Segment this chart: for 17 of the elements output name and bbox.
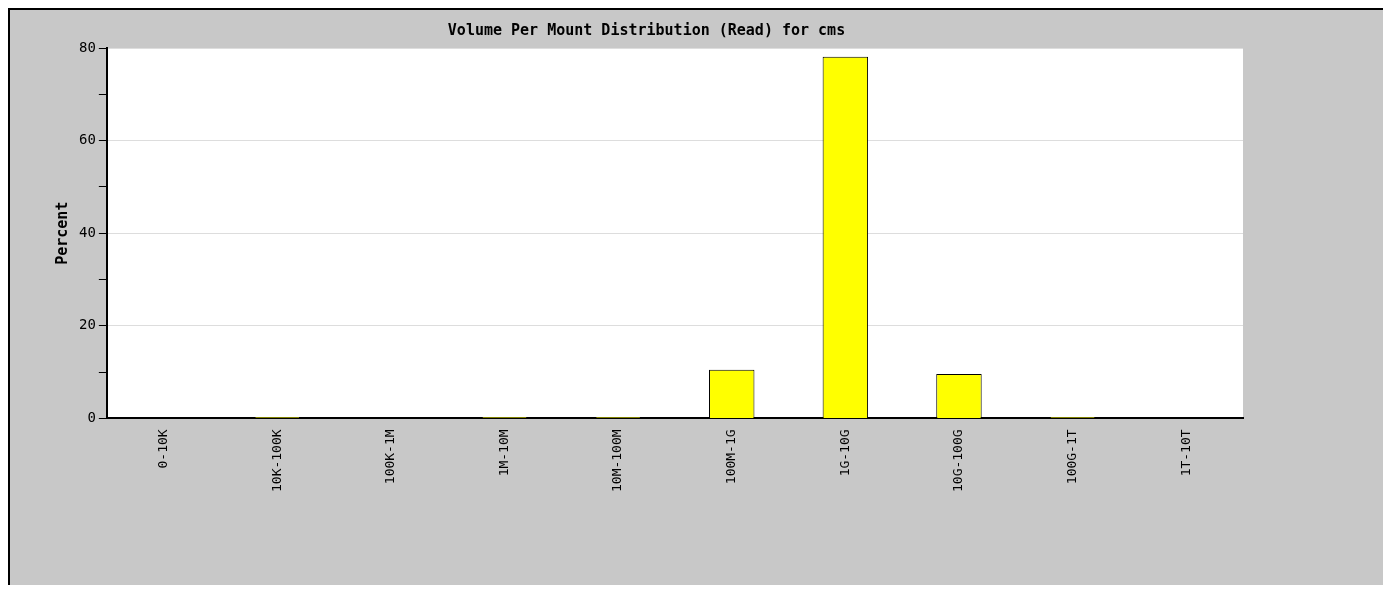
- y-tick-label: 40: [79, 223, 96, 240]
- y-tick-label: 80: [79, 38, 96, 55]
- y-axis-title: Percent: [52, 201, 71, 265]
- x-tick-label: 10G-100G: [950, 429, 966, 493]
- chart-title: Volume Per Mount Distribution (Read) for cms: [447, 20, 846, 39]
- x-tick-label: 100G-1T: [1063, 429, 1079, 485]
- x-tick-label: 100K-1M: [382, 429, 398, 485]
- x-tick-label: 100M-1G: [723, 429, 739, 485]
- y-tick-label: 60: [79, 131, 96, 148]
- x-tick-label: 10K-100K: [268, 429, 284, 493]
- y-tick-label: 0: [87, 409, 96, 426]
- x-tick-label: 1T-10T: [1177, 429, 1193, 477]
- x-tick-label: 1G-10G: [836, 429, 852, 477]
- x-tick-label: 0-10K: [155, 429, 171, 469]
- x-tick-label: 10M-100M: [609, 429, 625, 493]
- y-tick-label: 20: [79, 316, 96, 333]
- x-tick-label: 1M-10M: [495, 429, 511, 477]
